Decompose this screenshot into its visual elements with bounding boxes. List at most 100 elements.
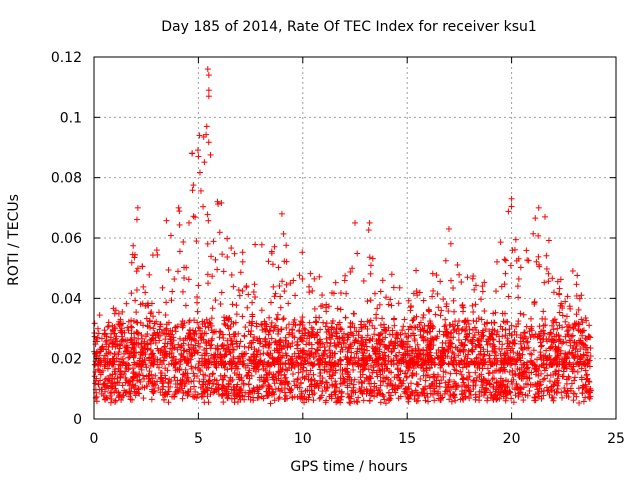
data-point <box>292 292 299 299</box>
data-point <box>245 380 252 387</box>
data-point <box>568 380 575 387</box>
data-point <box>355 394 362 401</box>
data-point <box>277 293 284 300</box>
data-point <box>381 341 388 348</box>
data-point <box>176 248 183 255</box>
data-point <box>569 267 576 274</box>
data-point <box>250 289 257 296</box>
data-point <box>214 266 221 273</box>
data-point <box>563 365 570 372</box>
data-point <box>570 397 577 404</box>
data-point <box>281 389 288 396</box>
data-point <box>277 304 284 311</box>
data-point <box>245 344 252 351</box>
data-point <box>287 343 294 350</box>
x-tick-label: 15 <box>398 431 416 447</box>
data-point <box>261 378 268 385</box>
data-point <box>446 396 453 403</box>
data-point <box>343 290 350 297</box>
data-point <box>165 379 172 386</box>
data-point <box>239 249 246 256</box>
data-point <box>234 365 241 372</box>
data-point <box>141 375 148 382</box>
data-point <box>290 277 297 284</box>
data-point <box>221 373 228 380</box>
data-point <box>350 366 357 373</box>
data-point <box>409 317 416 324</box>
data-point <box>195 324 202 331</box>
data-point <box>192 214 199 221</box>
data-point <box>543 365 550 372</box>
data-point <box>92 341 99 348</box>
data-point <box>175 341 182 348</box>
data-point <box>128 259 135 266</box>
data-point <box>462 327 469 334</box>
data-point <box>359 380 366 387</box>
data-point <box>434 290 441 297</box>
data-point <box>107 350 114 357</box>
data-point <box>195 340 202 347</box>
data-point <box>264 388 271 395</box>
data-point <box>407 391 414 398</box>
data-point <box>424 372 431 379</box>
data-point <box>438 307 445 314</box>
data-point <box>535 390 542 397</box>
data-point <box>275 330 282 337</box>
data-point <box>100 392 107 399</box>
data-point <box>411 332 418 339</box>
data-point <box>567 342 574 349</box>
data-point <box>294 376 301 383</box>
data-point <box>208 315 215 322</box>
data-point <box>138 332 145 339</box>
data-point <box>306 319 313 326</box>
data-point <box>450 350 457 357</box>
data-point <box>580 382 587 389</box>
data-point <box>98 335 105 342</box>
data-point <box>186 346 193 353</box>
x-tick-label: 20 <box>503 431 521 447</box>
data-point <box>283 242 290 249</box>
data-point <box>162 372 169 379</box>
data-point <box>334 305 341 312</box>
data-point <box>417 364 424 371</box>
data-point <box>204 211 211 218</box>
data-point <box>150 325 157 332</box>
data-point <box>122 389 129 396</box>
data-point <box>367 297 374 304</box>
data-point <box>561 385 568 392</box>
data-point <box>388 349 395 356</box>
data-point <box>258 241 265 248</box>
data-point <box>556 322 563 329</box>
data-point <box>390 316 397 323</box>
data-point <box>563 339 570 346</box>
data-point <box>322 379 329 386</box>
data-point <box>520 311 527 318</box>
data-point <box>584 389 591 396</box>
data-point <box>152 372 159 379</box>
data-point <box>582 394 589 401</box>
data-point <box>231 370 238 377</box>
data-point <box>132 382 139 389</box>
data-point <box>156 309 163 316</box>
data-point <box>396 284 403 291</box>
data-point <box>273 377 280 384</box>
data-point <box>266 340 273 347</box>
data-point <box>295 375 302 382</box>
data-point <box>571 374 578 381</box>
data-point <box>308 332 315 339</box>
data-point <box>379 391 386 398</box>
data-point <box>453 384 460 391</box>
data-point <box>377 399 384 406</box>
x-axis-label: GPS time / hours <box>290 459 407 475</box>
data-point <box>209 329 216 336</box>
data-point <box>128 290 135 297</box>
data-point <box>411 392 418 399</box>
data-point <box>385 301 392 308</box>
data-point <box>379 277 386 284</box>
data-point <box>282 392 289 399</box>
data-point <box>314 329 321 336</box>
data-point <box>146 271 153 278</box>
data-point <box>527 315 534 322</box>
data-point <box>388 271 395 278</box>
